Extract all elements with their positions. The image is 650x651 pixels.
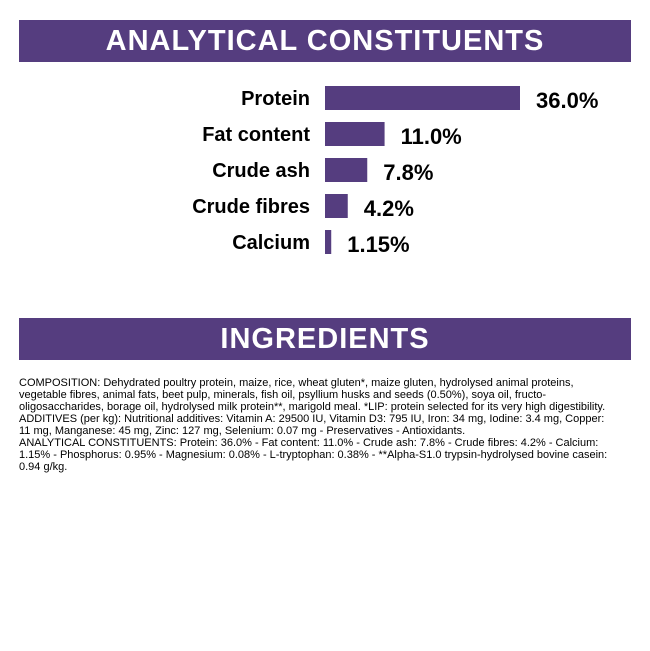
bar-label: Crude ash — [212, 160, 310, 182]
bar-value-label: 7.8% — [383, 160, 433, 185]
bar-label: Fat content — [202, 124, 310, 146]
bar-label: Crude fibres — [192, 196, 310, 218]
constituents-text: ANALYTICAL CONSTITUENTS: Protein: 36.0% … — [19, 437, 608, 473]
analytical-constituents-heading: ANALYTICAL CONSTITUENTS — [105, 24, 545, 57]
bar — [325, 86, 520, 110]
bar — [325, 230, 332, 254]
analytical-bar-chart: Protein 36.0% Fat content 11.0% Crude ash 7.8… — [192, 86, 598, 257]
bar-value-label: 11.0% — [401, 124, 462, 149]
ingredients-heading: INGREDIENTS — [220, 322, 430, 355]
bar-value-label: 36.0% — [536, 88, 598, 113]
bar-value-label: 4.2% — [364, 196, 414, 221]
ingredients-banner: INGREDIENTS — [19, 318, 631, 360]
analytical-constituents-banner: ANALYTICAL CONSTITUENTS — [19, 20, 631, 62]
bar-label: Protein — [241, 88, 310, 110]
ingredients-text-block: COMPOSITION: Dehydrated poultry protein,… — [19, 377, 617, 473]
additives-text: ADDITIVES (per kg): Nutritional additive… — [19, 413, 605, 437]
bar — [325, 194, 348, 218]
bar — [325, 158, 368, 182]
bar-value-label: 1.15% — [347, 232, 409, 257]
composition-text: COMPOSITION: Dehydrated poultry protein,… — [19, 377, 606, 413]
bar-label: Calcium — [232, 232, 310, 254]
bar — [325, 122, 385, 146]
